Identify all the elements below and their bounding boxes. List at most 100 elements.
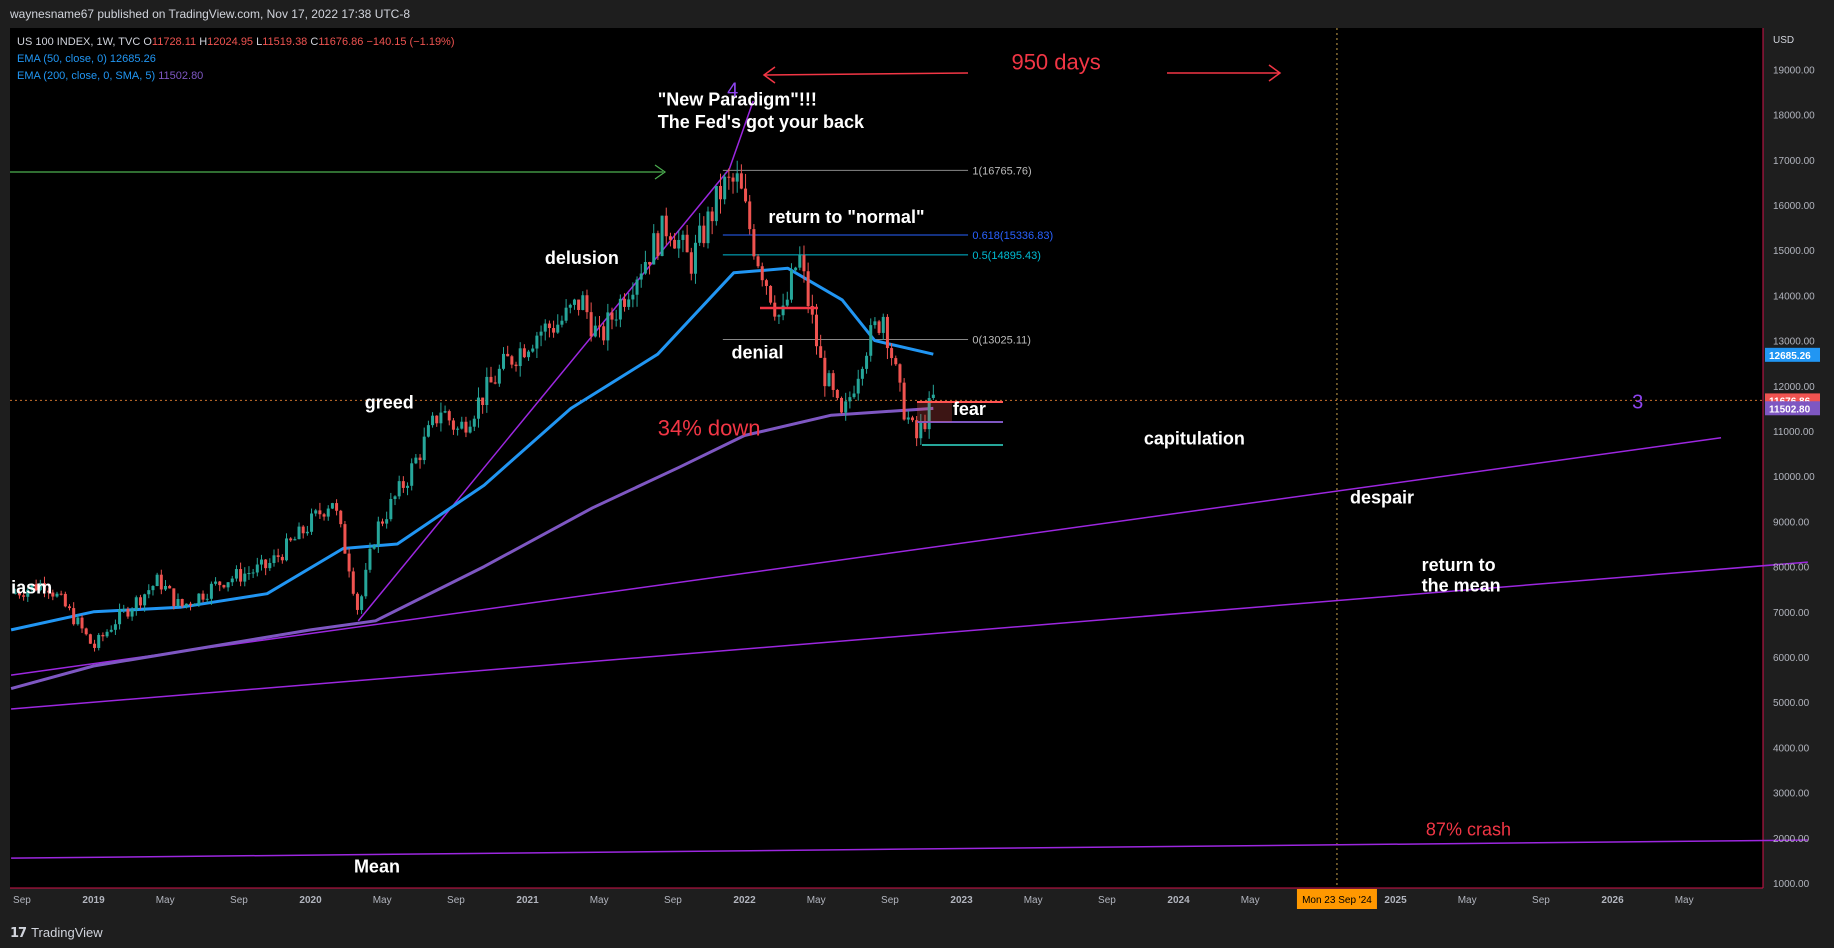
ema200-price-badge-bg bbox=[1765, 401, 1820, 416]
candle-body bbox=[360, 596, 364, 610]
time-tick-label: May bbox=[1024, 895, 1043, 906]
candle-body bbox=[794, 267, 798, 271]
time-tick-label: Sep bbox=[230, 895, 248, 906]
candle-body bbox=[214, 581, 218, 584]
candle-body bbox=[147, 590, 151, 595]
candle-body bbox=[368, 548, 372, 570]
legend-ohlc: US 100 INDEX, 1W, TVC O11728.11 H12024.9… bbox=[17, 36, 455, 48]
candle-body bbox=[343, 524, 347, 554]
candle-body bbox=[731, 177, 735, 182]
candle-body bbox=[297, 526, 301, 540]
candle-body bbox=[468, 426, 472, 433]
candle-body bbox=[877, 321, 881, 333]
legend-open-label: O bbox=[143, 36, 152, 48]
price-tick-label: 17000.00 bbox=[1773, 156, 1815, 167]
candle-body bbox=[597, 325, 601, 327]
price-tick-label: 9000.00 bbox=[1773, 517, 1810, 528]
annotation-label: return to bbox=[1422, 555, 1496, 575]
candle-body bbox=[585, 295, 589, 313]
candle-body bbox=[568, 304, 572, 308]
candle-body bbox=[727, 176, 731, 178]
candle-body bbox=[927, 397, 931, 430]
candle-body bbox=[760, 266, 764, 281]
candle-body bbox=[47, 590, 51, 593]
candle-body bbox=[493, 382, 497, 384]
candle-body bbox=[848, 397, 852, 402]
price-tick-label: 6000.00 bbox=[1773, 653, 1810, 664]
price-tick-label: 5000.00 bbox=[1773, 698, 1810, 709]
chart-canvas[interactable]: 1(16765.76) 0.618(15336.83) 0.5(14895.43) 0… bbox=[0, 0, 1834, 919]
candle-body bbox=[865, 355, 869, 369]
candle-body bbox=[764, 280, 768, 286]
candle-body bbox=[159, 574, 163, 590]
candle-body bbox=[723, 176, 727, 200]
candle-body bbox=[656, 233, 660, 256]
price-tick-label: 12000.00 bbox=[1773, 382, 1815, 393]
candle-body bbox=[748, 201, 752, 230]
candle-body bbox=[431, 415, 435, 426]
candle-body bbox=[55, 593, 59, 597]
candle-body bbox=[372, 545, 376, 549]
candle-body bbox=[126, 608, 130, 617]
candle-body bbox=[172, 588, 176, 607]
legend-high-label: H bbox=[199, 36, 207, 48]
candle-body bbox=[339, 510, 343, 525]
price-tick-label: 18000.00 bbox=[1773, 111, 1815, 122]
candle-body bbox=[481, 397, 485, 406]
time-tick-label: Sep bbox=[13, 895, 31, 906]
annotation-label: 87% crash bbox=[1426, 820, 1511, 840]
candle-body bbox=[677, 239, 681, 249]
candle-body bbox=[51, 592, 55, 597]
candle-body bbox=[919, 422, 923, 439]
candle-body bbox=[660, 215, 664, 256]
candle-body bbox=[702, 225, 706, 244]
candle-body bbox=[38, 583, 42, 591]
candle-body bbox=[247, 573, 251, 575]
candle-body bbox=[476, 397, 480, 419]
candle-body bbox=[226, 582, 230, 588]
candle-body bbox=[272, 555, 276, 564]
candle-body bbox=[518, 348, 522, 367]
candle-body bbox=[305, 531, 309, 534]
candle-body bbox=[756, 256, 760, 267]
candle-body bbox=[781, 305, 785, 316]
candle-body bbox=[243, 573, 247, 582]
annotation-label: The Fed's got your back bbox=[658, 112, 865, 132]
brand-name: TradingView bbox=[31, 925, 103, 940]
candle-body bbox=[34, 584, 38, 591]
candle-body bbox=[134, 597, 138, 610]
candle-body bbox=[330, 503, 334, 509]
candle-body bbox=[581, 295, 585, 310]
candle-body bbox=[93, 643, 97, 648]
candle-body bbox=[180, 599, 184, 607]
candle-body bbox=[527, 351, 531, 358]
candle-body bbox=[627, 299, 631, 307]
candle-body bbox=[531, 348, 535, 352]
price-tick-label: 16000.00 bbox=[1773, 201, 1815, 212]
trendline-3 bbox=[11, 839, 1808, 859]
candle-body bbox=[606, 312, 610, 341]
candle-body bbox=[773, 302, 777, 317]
candle-body bbox=[814, 314, 818, 347]
annotation-label: Mean bbox=[354, 857, 400, 877]
time-tick-label: May bbox=[373, 895, 392, 906]
candle-body bbox=[714, 185, 718, 222]
candle-body bbox=[289, 538, 293, 541]
candle-body bbox=[418, 457, 422, 461]
legend-low-label: L bbox=[256, 36, 262, 48]
candle-body bbox=[84, 628, 88, 635]
candle-body bbox=[614, 319, 618, 321]
ema50-price-badge-bg bbox=[1765, 347, 1820, 362]
days-arrow-left bbox=[764, 72, 969, 76]
candle-body bbox=[426, 425, 430, 437]
fib-level-label: 0(13025.11) bbox=[972, 334, 1031, 346]
candle-body bbox=[118, 609, 122, 625]
candle-body bbox=[193, 604, 197, 606]
candle-body bbox=[689, 252, 693, 274]
cursor-date-badge bbox=[1296, 889, 1377, 909]
green-arrow-head bbox=[654, 164, 667, 180]
tradingview-logo-icon[interactable]: 17 bbox=[10, 926, 27, 941]
candle-body bbox=[693, 242, 697, 274]
candle-body bbox=[138, 597, 142, 606]
candle-body bbox=[602, 326, 606, 341]
